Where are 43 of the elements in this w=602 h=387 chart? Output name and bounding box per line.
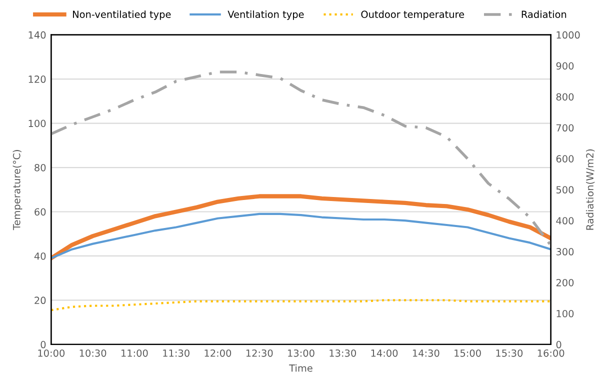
line-series [51,70,551,247]
y2-tick-label: 700 [556,124,574,132]
y-tick-label: 0 [40,340,46,348]
y2-axis-title: Radiation(W/m2) [586,149,595,230]
y-tick-label: 80 [34,164,46,172]
y-tick-label: 120 [28,76,46,83]
y2-tick-label: 500 [556,186,574,194]
y2-tick-label: 100 [556,310,574,318]
legend-label: Non-ventilatied type [73,10,171,20]
y-tick-label: 140 [28,31,46,39]
x-tick-label: 14:00 [371,349,398,357]
x-axis-title: Time [289,364,312,372]
y-tick-label: 40 [34,252,46,260]
legend-label: Radiation [522,10,566,18]
x-tick-label: 16:00 [538,349,564,357]
x-tick-label: 11:00 [122,349,148,357]
y-tick-label: 20 [34,296,46,304]
y2-tick-label: 900 [556,62,574,70]
y2-tick-label: 1000 [556,31,580,39]
y-axis-title: Temperature(°C) [12,150,22,230]
x-tick-label: 13:30 [330,349,356,357]
x-tick-label: 12:00 [204,349,232,357]
x-tick-label: 15:30 [496,349,523,357]
x-tick-label: 11:30 [163,349,190,357]
y2-tick-label: 300 [556,248,574,256]
x-tick-label: 14:30 [412,349,440,357]
y-tick-label: 100 [28,120,46,128]
y2-tick-label: 600 [556,155,574,162]
y2-tick-label: 400 [556,217,574,224]
y2-tick-label: 200 [556,278,574,286]
line-series [51,194,551,260]
line-series [51,299,551,312]
y-tick-label: 60 [34,208,46,216]
legend-label: Ventilation type [228,10,304,20]
x-tick-label: 15:00 [454,349,481,357]
y2-tick-label: 800 [556,93,574,101]
x-tick-label: 10:30 [80,349,106,357]
x-tick-label: 13:00 [288,349,314,357]
x-tick-label: 10:00 [38,349,65,357]
x-tick-label: 12:30 [246,349,273,357]
line-series [51,212,551,260]
legend-label: Outdoor temperature [361,10,464,20]
y2-tick-label: 0 [556,340,562,348]
